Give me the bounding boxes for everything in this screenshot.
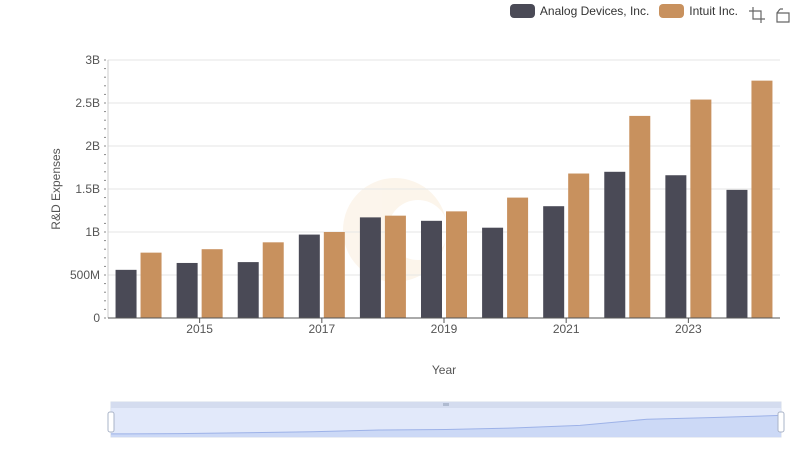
bar-analog-devices-2014[interactable]	[115, 269, 137, 318]
x-axis-title: Year	[432, 363, 456, 377]
bar-analog-devices-2022[interactable]	[604, 171, 626, 318]
legend-item-intuit[interactable]: Intuit Inc.	[659, 4, 738, 18]
bar-intuit-2017[interactable]	[323, 232, 345, 318]
y-tick-label: 2.5B	[75, 96, 100, 110]
bar-analog-devices-2016[interactable]	[237, 262, 259, 318]
y-tick-label: 1.5B	[75, 182, 100, 196]
bar-intuit-2016[interactable]	[262, 242, 284, 318]
datazoom-slider[interactable]	[107, 401, 785, 438]
y-tick-label: 0	[93, 311, 100, 325]
legend-label-intuit: Intuit Inc.	[689, 4, 738, 18]
datazoom-preview-area	[111, 415, 781, 437]
legend-label-analog-devices: Analog Devices, Inc.	[539, 4, 650, 18]
bar-analog-devices-2020[interactable]	[482, 227, 504, 318]
legend-swatch-intuit	[659, 4, 685, 18]
x-tick-label: 2017	[308, 322, 335, 336]
bar-intuit-2021[interactable]	[568, 173, 590, 318]
bar-intuit-2018[interactable]	[384, 215, 406, 318]
bar-intuit-2020[interactable]	[507, 197, 529, 318]
bar-analog-devices-2023[interactable]	[665, 175, 687, 318]
chart-legend: Analog Devices, Inc. Intuit Inc.	[509, 4, 738, 18]
bar-analog-devices-2017[interactable]	[298, 234, 320, 318]
legend-item-analog-devices[interactable]: Analog Devices, Inc.	[509, 4, 650, 18]
bar-intuit-2015[interactable]	[201, 249, 223, 318]
bar-intuit-2019[interactable]	[446, 211, 467, 318]
bar-analog-devices-2021[interactable]	[543, 206, 565, 318]
x-tick-label: 2015	[186, 322, 213, 336]
x-tick-label: 2019	[431, 322, 458, 336]
datazoom-handle-left[interactable]	[107, 411, 115, 433]
bar-intuit-2023[interactable]	[690, 99, 712, 318]
bar-intuit-2024[interactable]	[751, 80, 773, 318]
y-tick-label: 2B	[85, 139, 100, 153]
restore-icon[interactable]	[774, 6, 792, 24]
datazoom-handle-right[interactable]	[777, 411, 785, 433]
datazoom-move-handle[interactable]	[443, 403, 449, 406]
y-tick-label: 3B	[85, 53, 100, 67]
zoom-icon[interactable]	[748, 6, 766, 24]
chart-toolbox	[748, 6, 792, 24]
datazoom-preview-line	[110, 414, 782, 435]
y-axis-title: R&D Expenses	[49, 148, 63, 229]
y-tick-label: 500M	[70, 268, 100, 282]
legend-swatch-analog-devices	[509, 4, 535, 18]
bar-analog-devices-2015[interactable]	[176, 262, 198, 318]
bar-intuit-2022[interactable]	[629, 115, 651, 319]
bar-intuit-2014[interactable]	[140, 252, 162, 318]
y-tick-label: 1B	[85, 225, 100, 239]
bar-analog-devices-2018[interactable]	[359, 217, 381, 318]
x-tick-label: 2021	[553, 322, 580, 336]
bar-analog-devices-2024[interactable]	[726, 189, 748, 318]
x-tick-label: 2023	[675, 322, 702, 336]
bar-analog-devices-2019[interactable]	[421, 220, 442, 318]
